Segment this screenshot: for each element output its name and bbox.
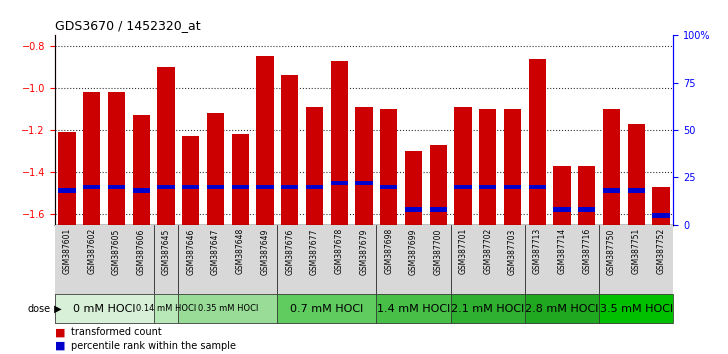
Text: GSM387647: GSM387647: [211, 228, 220, 275]
Bar: [132, 115, 150, 225]
Text: 0.14 mM HOCl: 0.14 mM HOCl: [136, 304, 196, 313]
Text: ■: ■: [55, 341, 65, 350]
Bar: [207, 113, 224, 225]
Bar: [454, 184, 472, 189]
Bar: [157, 184, 175, 189]
Bar: [355, 107, 373, 225]
Text: GSM387701: GSM387701: [459, 228, 467, 274]
Bar: [108, 92, 125, 225]
Bar: [578, 207, 596, 212]
Text: GSM387700: GSM387700: [434, 228, 443, 275]
Text: GDS3670 / 1452320_at: GDS3670 / 1452320_at: [55, 19, 200, 32]
Text: ■: ■: [55, 327, 65, 337]
Bar: [376, 295, 451, 323]
Bar: [652, 187, 670, 225]
Text: ▶: ▶: [51, 304, 62, 314]
Bar: [454, 107, 472, 225]
Bar: [207, 184, 224, 189]
Bar: [355, 181, 373, 185]
Text: GSM387699: GSM387699: [409, 228, 418, 275]
Bar: [430, 145, 447, 225]
Bar: [529, 184, 546, 189]
Text: GSM387750: GSM387750: [607, 228, 616, 275]
Text: GSM387713: GSM387713: [533, 228, 542, 274]
Text: 0 mM HOCl: 0 mM HOCl: [73, 304, 135, 314]
Bar: [405, 207, 422, 212]
Text: GSM387751: GSM387751: [632, 228, 641, 274]
Text: GSM387716: GSM387716: [582, 228, 591, 274]
Bar: [529, 58, 546, 225]
Bar: [331, 181, 348, 185]
Bar: [232, 184, 249, 189]
Text: GSM387606: GSM387606: [137, 228, 146, 275]
Bar: [652, 213, 670, 218]
Bar: [182, 136, 199, 225]
Bar: [479, 184, 496, 189]
Bar: [58, 132, 76, 225]
Bar: [553, 166, 571, 225]
Text: GSM387676: GSM387676: [285, 228, 294, 275]
Bar: [603, 188, 620, 193]
Text: 3.5 mM HOCl: 3.5 mM HOCl: [600, 304, 673, 314]
Bar: [178, 295, 277, 323]
Bar: [578, 166, 596, 225]
Bar: [55, 295, 154, 323]
Text: GSM387703: GSM387703: [508, 228, 517, 275]
Text: transformed count: transformed count: [71, 327, 162, 337]
Text: dose: dose: [28, 304, 51, 314]
Text: GSM387649: GSM387649: [261, 228, 269, 275]
Bar: [306, 184, 323, 189]
Bar: [281, 184, 298, 189]
Bar: [603, 109, 620, 225]
Text: GSM387645: GSM387645: [162, 228, 170, 275]
Bar: [599, 295, 673, 323]
Bar: [154, 295, 178, 323]
Bar: [83, 92, 100, 225]
Text: GSM387679: GSM387679: [360, 228, 368, 275]
Bar: [525, 295, 599, 323]
Bar: [281, 75, 298, 225]
Bar: [380, 109, 397, 225]
Bar: [83, 184, 100, 189]
Bar: [232, 134, 249, 225]
Bar: [380, 184, 397, 189]
Text: 2.8 mM HOCl: 2.8 mM HOCl: [526, 304, 598, 314]
Bar: [306, 107, 323, 225]
Bar: [553, 207, 571, 212]
Text: GSM387605: GSM387605: [112, 228, 121, 275]
Text: 2.1 mM HOCl: 2.1 mM HOCl: [451, 304, 524, 314]
Bar: [628, 124, 645, 225]
Bar: [430, 207, 447, 212]
Bar: [504, 184, 521, 189]
Text: 1.4 mM HOCl: 1.4 mM HOCl: [377, 304, 450, 314]
Text: GSM387752: GSM387752: [657, 228, 665, 274]
Bar: [132, 188, 150, 193]
Bar: [182, 184, 199, 189]
Text: GSM387714: GSM387714: [558, 228, 566, 274]
Text: GSM387601: GSM387601: [63, 228, 71, 274]
Text: percentile rank within the sample: percentile rank within the sample: [71, 341, 236, 350]
Text: GSM387678: GSM387678: [335, 228, 344, 274]
Text: GSM387677: GSM387677: [310, 228, 319, 275]
Bar: [479, 109, 496, 225]
Text: GSM387602: GSM387602: [87, 228, 96, 274]
Bar: [405, 151, 422, 225]
Bar: [108, 184, 125, 189]
Bar: [157, 67, 175, 225]
Text: GSM387648: GSM387648: [236, 228, 245, 274]
Bar: [504, 109, 521, 225]
Bar: [451, 295, 525, 323]
Text: GSM387646: GSM387646: [186, 228, 195, 275]
Bar: [256, 56, 274, 225]
Bar: [331, 61, 348, 225]
Text: 0.35 mM HOCl: 0.35 mM HOCl: [198, 304, 258, 313]
Bar: [58, 188, 76, 193]
Bar: [256, 184, 274, 189]
Text: 0.7 mM HOCl: 0.7 mM HOCl: [290, 304, 363, 314]
Text: GSM387702: GSM387702: [483, 228, 492, 274]
Text: GSM387698: GSM387698: [384, 228, 393, 274]
Bar: [628, 188, 645, 193]
Bar: [277, 295, 376, 323]
